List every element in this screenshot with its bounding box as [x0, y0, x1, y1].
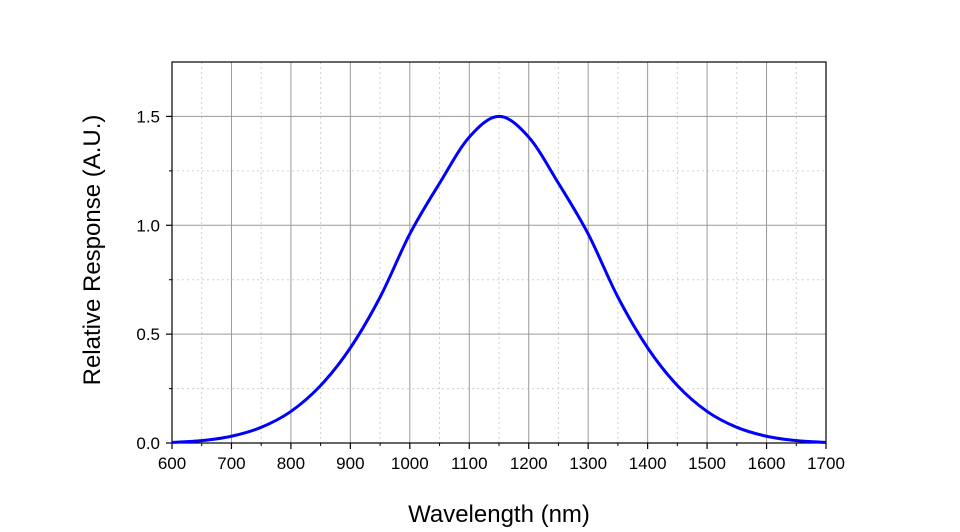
- series-line: [171, 114, 827, 444]
- tick-labels: 600 700 800 900 1000 1100 1200 1300 1400 1500 1600…: [136, 107, 845, 473]
- axes: [166, 61, 827, 449]
- x-tick-label: 1700: [807, 454, 845, 473]
- x-tick-label: 1600: [748, 454, 786, 473]
- y-tick-label: 1.5: [136, 107, 160, 126]
- x-tick-label: 1000: [391, 454, 429, 473]
- x-tick-label: 700: [217, 454, 245, 473]
- x-tick-label: 1500: [688, 454, 726, 473]
- x-tick-label: 1200: [510, 454, 548, 473]
- x-tick-label: 1400: [629, 454, 667, 473]
- y-tick-label: 0.0: [136, 434, 160, 453]
- x-axis-title: Wavelength (nm): [408, 501, 590, 528]
- y-tick-label: 0.5: [136, 325, 160, 344]
- x-tick-label: 800: [277, 454, 305, 473]
- x-tick-label: 1100: [451, 454, 488, 473]
- y-tick-label: 1.0: [136, 216, 160, 235]
- x-tick-label: 600: [158, 454, 186, 473]
- x-tick-label: 900: [336, 454, 364, 473]
- x-tick-label: 1300: [569, 454, 607, 473]
- grid: [172, 62, 826, 443]
- plot-area: [171, 114, 827, 444]
- y-axis-title: Relative Response (A.U.): [79, 115, 106, 386]
